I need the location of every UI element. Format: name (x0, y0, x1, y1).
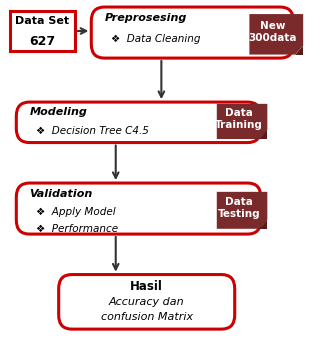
FancyBboxPatch shape (16, 183, 261, 234)
Text: 627: 627 (29, 35, 55, 48)
Text: ❖  Decision Tree C4.5: ❖ Decision Tree C4.5 (36, 126, 149, 136)
Text: ❖  Data Cleaning: ❖ Data Cleaning (111, 34, 200, 44)
FancyBboxPatch shape (10, 11, 75, 51)
Text: Modeling: Modeling (29, 107, 87, 117)
Text: Training: Training (215, 120, 263, 130)
Text: Preprosesing: Preprosesing (104, 13, 187, 23)
Polygon shape (259, 220, 267, 229)
Text: Validation: Validation (29, 189, 93, 199)
Polygon shape (249, 14, 303, 55)
Text: confusion Matrix: confusion Matrix (101, 312, 193, 322)
FancyBboxPatch shape (59, 275, 235, 329)
Text: ❖  Performance: ❖ Performance (36, 224, 118, 234)
FancyBboxPatch shape (16, 102, 261, 143)
FancyBboxPatch shape (91, 7, 293, 58)
Polygon shape (217, 192, 267, 229)
Polygon shape (295, 46, 303, 55)
Text: 300data: 300data (249, 33, 297, 43)
Text: Accuracy dan: Accuracy dan (109, 297, 185, 307)
Polygon shape (259, 130, 267, 139)
Text: New: New (260, 20, 286, 31)
Text: ❖  Apply Model: ❖ Apply Model (36, 207, 115, 217)
Text: Data: Data (225, 108, 253, 118)
Polygon shape (217, 104, 267, 139)
Text: Hasil: Hasil (130, 280, 163, 293)
Text: Testing: Testing (217, 209, 260, 219)
Text: Data Set: Data Set (15, 16, 69, 26)
Text: Data: Data (225, 196, 253, 207)
